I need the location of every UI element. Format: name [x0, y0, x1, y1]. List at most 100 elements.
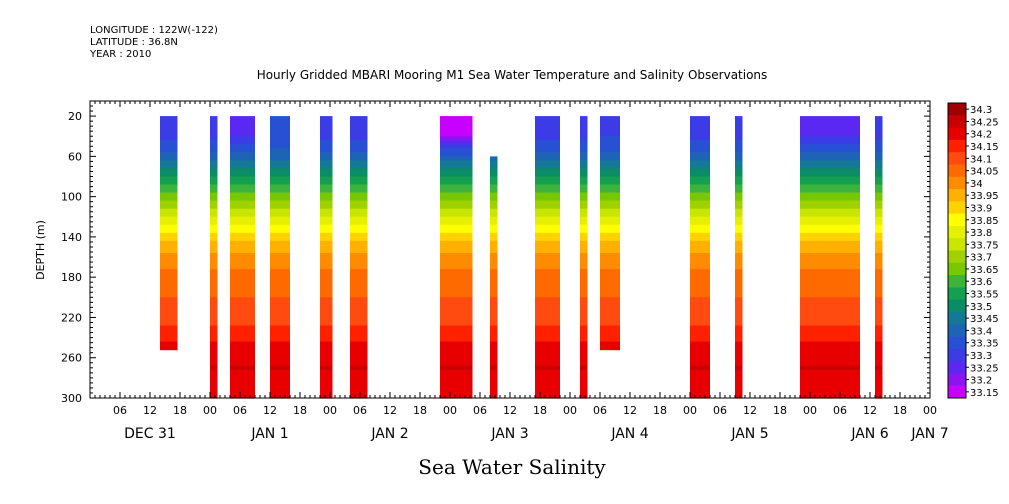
- colorbar-label: 34.1: [970, 154, 992, 165]
- data-cell: [690, 196, 710, 202]
- data-cell: [800, 261, 860, 266]
- data-cell: [800, 204, 860, 210]
- data-cell: [320, 176, 333, 182]
- data-cell: [690, 249, 710, 254]
- data-cell: [800, 357, 860, 363]
- data-cell: [320, 156, 333, 161]
- data-cell: [320, 184, 333, 190]
- data-cell: [735, 152, 743, 157]
- data-cell: [535, 128, 560, 133]
- data-cell: [535, 353, 560, 359]
- data-cell: [580, 273, 588, 278]
- data-cell: [600, 212, 620, 218]
- x-tick-label: 12: [383, 404, 397, 417]
- data-cell: [600, 200, 620, 206]
- data-cell: [690, 220, 710, 226]
- data-cell: [735, 345, 743, 351]
- colorbar-label: 33.6: [970, 277, 992, 288]
- colorbar-swatch: [948, 139, 966, 153]
- data-cell: [580, 212, 588, 218]
- data-cell: [490, 160, 498, 165]
- data-cell: [440, 361, 473, 367]
- data-cell: [320, 269, 333, 274]
- data-cell: [490, 389, 498, 395]
- data-cell: [160, 269, 178, 274]
- data-cell: [210, 140, 218, 145]
- data-cell: [320, 160, 333, 165]
- data-cell: [535, 249, 560, 254]
- data-cell: [875, 249, 883, 254]
- data-cell: [690, 180, 710, 186]
- data-block: [490, 156, 498, 399]
- data-cell: [735, 164, 743, 169]
- data-cell: [690, 208, 710, 214]
- data-cell: [875, 365, 883, 371]
- x-tick-label: 18: [293, 404, 307, 417]
- y-tick-label: 20: [68, 110, 82, 123]
- data-cell: [230, 297, 255, 302]
- data-cell: [270, 273, 290, 278]
- data-cell: [875, 357, 883, 363]
- x-tick-label: 18: [773, 404, 787, 417]
- data-cell: [230, 224, 255, 230]
- data-cell: [580, 265, 588, 270]
- data-cell: [600, 337, 620, 343]
- data-cell: [210, 353, 218, 359]
- data-cell: [230, 212, 255, 218]
- data-cell: [535, 349, 560, 355]
- data-cell: [600, 261, 620, 266]
- data-cell: [210, 168, 218, 174]
- data-cell: [875, 204, 883, 210]
- data-cell: [535, 228, 560, 234]
- data-cell: [735, 349, 743, 355]
- data-cell: [690, 353, 710, 359]
- data-cell: [350, 245, 368, 250]
- data-cell: [210, 273, 218, 278]
- data-cell: [350, 309, 368, 314]
- data-cell: [735, 317, 743, 323]
- data-cell: [210, 385, 218, 391]
- data-cell: [270, 369, 290, 375]
- data-cell: [230, 277, 255, 282]
- data-cell: [270, 240, 290, 246]
- colorbar-label: 33.9: [970, 203, 992, 214]
- data-cell: [735, 325, 743, 331]
- data-cell: [160, 120, 178, 125]
- data-cell: [735, 148, 743, 153]
- data-cell: [350, 349, 368, 355]
- data-cell: [440, 212, 473, 218]
- data-cell: [875, 301, 883, 306]
- data-cell: [490, 240, 498, 246]
- data-cell: [735, 116, 743, 121]
- data-cell: [270, 212, 290, 218]
- data-cell: [230, 369, 255, 375]
- data-cell: [875, 144, 883, 149]
- data-cell: [210, 124, 218, 129]
- data-cell: [735, 261, 743, 266]
- data-cell: [210, 220, 218, 226]
- data-cell: [230, 333, 255, 339]
- data-cell: [320, 200, 333, 206]
- data-cell: [690, 389, 710, 395]
- data-cell: [230, 220, 255, 226]
- data-cell: [490, 394, 498, 399]
- data-cell: [270, 341, 290, 347]
- data-cell: [210, 164, 218, 169]
- data-cell: [350, 394, 368, 399]
- data-cell: [230, 160, 255, 165]
- data-cell: [160, 216, 178, 222]
- data-cell: [535, 196, 560, 202]
- data-cell: [600, 140, 620, 145]
- data-cell: [735, 184, 743, 190]
- data-cell: [535, 341, 560, 347]
- data-cell: [210, 277, 218, 282]
- colorbar-swatch: [948, 176, 966, 190]
- data-cell: [800, 140, 860, 145]
- data-cell: [210, 245, 218, 250]
- data-cell: [600, 136, 620, 141]
- data-cell: [535, 216, 560, 222]
- data-cell: [440, 136, 473, 141]
- data-cell: [735, 196, 743, 202]
- data-cell: [875, 329, 883, 335]
- data-cell: [210, 188, 218, 194]
